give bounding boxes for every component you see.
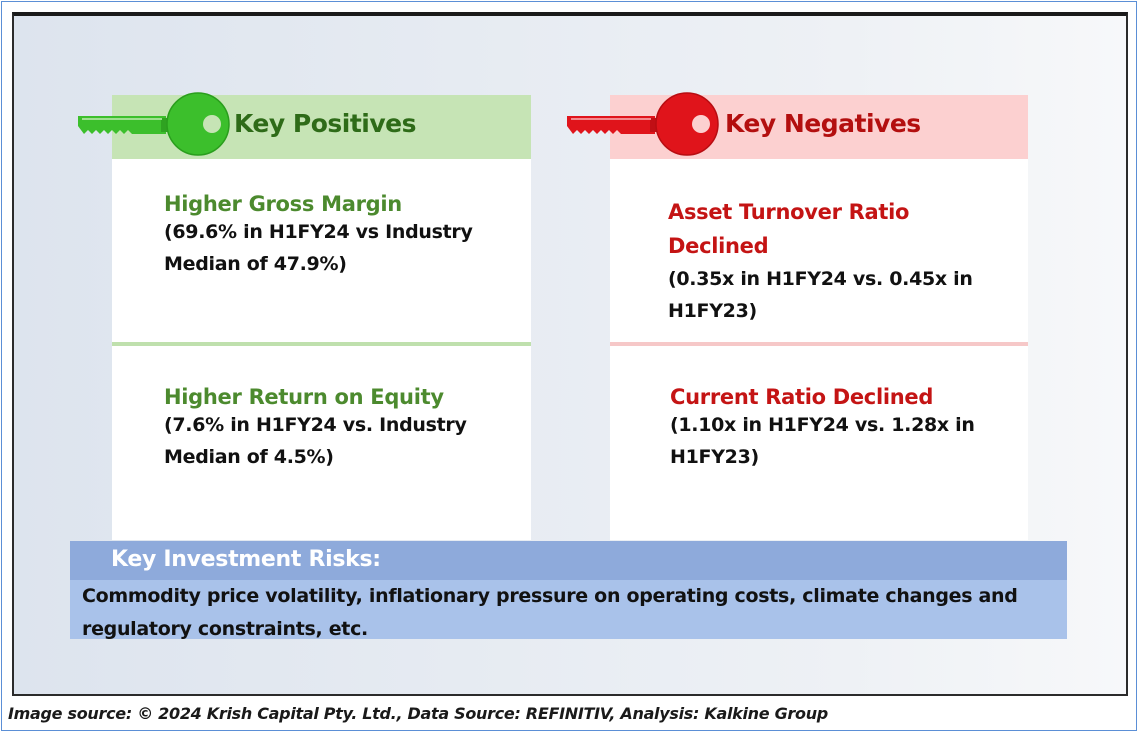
risks-text: Commodity price volatility, inflationary… — [82, 585, 1018, 640]
negative-item-2: Current Ratio Declined (1.10x in H1FY24 … — [670, 385, 1000, 473]
positives-divider — [112, 342, 531, 346]
red-key-icon — [567, 92, 719, 156]
negative-item-title: Asset Turnover Ratio Declined — [668, 200, 910, 258]
key-negatives-card: Key Negatives Asset Turnover Ratio Decli… — [610, 95, 1028, 540]
negative-item-title: Current Ratio Declined — [670, 385, 934, 409]
risks-header: Key Investment Risks: — [70, 541, 1067, 580]
image-source-footer: Image source: © 2024 Krish Capital Pty. … — [8, 704, 828, 723]
negatives-divider — [610, 342, 1028, 346]
positive-item-2: Higher Return on Equity (7.6% in H1FY24 … — [164, 385, 494, 473]
risks-body: Commodity price volatility, inflationary… — [70, 580, 1067, 640]
negative-item-text: (0.35x in H1FY24 vs. 0.45x in H1FY23) — [668, 268, 973, 322]
positive-item-1: Higher Gross Margin (69.6% in H1FY24 vs … — [164, 192, 494, 280]
key-positives-card: Key Positives Higher Gross Margin (69.6%… — [112, 95, 531, 540]
positive-item-text: (7.6% in H1FY24 vs. Industry Median of 4… — [164, 414, 467, 468]
key-negatives-title: Key Negatives — [725, 109, 921, 138]
negative-item-1: Asset Turnover Ratio Declined (0.35x in … — [668, 195, 998, 327]
key-positives-title: Key Positives — [234, 109, 417, 138]
positive-item-text: (69.6% in H1FY24 vs Industry Median of 4… — [164, 221, 473, 275]
negative-item-text: (1.10x in H1FY24 vs. 1.28x in H1FY23) — [670, 414, 975, 468]
positive-item-title: Higher Return on Equity — [164, 385, 444, 409]
risks-title: Key Investment Risks: — [111, 547, 381, 572]
green-key-icon — [78, 92, 230, 156]
positive-item-title: Higher Gross Margin — [164, 192, 402, 216]
key-investment-risks-box: Key Investment Risks: Commodity price vo… — [70, 541, 1067, 640]
